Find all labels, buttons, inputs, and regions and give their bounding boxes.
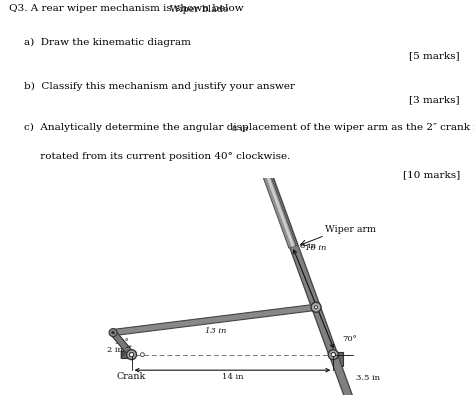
Text: 14 in: 14 in xyxy=(222,372,243,381)
Text: Q3. A rear wiper mechanism is shown below: Q3. A rear wiper mechanism is shown belo… xyxy=(9,4,244,13)
Circle shape xyxy=(311,302,321,312)
Polygon shape xyxy=(121,351,133,358)
Circle shape xyxy=(127,350,137,359)
Text: a)  Draw the kinematic diagram: a) Draw the kinematic diagram xyxy=(24,38,191,47)
Text: Wiper blade: Wiper blade xyxy=(170,5,229,14)
Polygon shape xyxy=(333,352,343,366)
Text: [10 marks]: [10 marks] xyxy=(402,171,460,180)
Text: 50°: 50° xyxy=(114,338,129,346)
Circle shape xyxy=(331,352,336,357)
Polygon shape xyxy=(212,29,295,247)
Text: 13 in: 13 in xyxy=(205,327,227,335)
Text: [3 marks]: [3 marks] xyxy=(409,95,460,104)
Text: 8 in: 8 in xyxy=(232,125,248,134)
Circle shape xyxy=(140,353,145,357)
Polygon shape xyxy=(210,29,296,248)
Text: [5 marks]: [5 marks] xyxy=(409,51,460,60)
Text: 16 in: 16 in xyxy=(305,244,326,252)
Circle shape xyxy=(109,329,117,337)
Polygon shape xyxy=(250,137,337,356)
Text: 70°: 70° xyxy=(343,335,357,343)
Text: 3.5 in: 3.5 in xyxy=(356,374,380,382)
Circle shape xyxy=(315,306,318,309)
Text: rotated from its current position 40° clockwise.: rotated from its current position 40° cl… xyxy=(24,152,290,161)
Circle shape xyxy=(328,350,338,359)
Polygon shape xyxy=(113,304,317,336)
Text: 8 in: 8 in xyxy=(300,242,316,250)
Text: Wiper arm: Wiper arm xyxy=(325,225,376,234)
Text: Crank: Crank xyxy=(117,372,146,381)
Text: 2 in: 2 in xyxy=(107,346,122,354)
Text: b)  Classify this mechanism and justify your answer: b) Classify this mechanism and justify y… xyxy=(24,81,295,91)
Polygon shape xyxy=(110,331,134,357)
Polygon shape xyxy=(211,28,298,248)
Circle shape xyxy=(112,331,114,334)
Circle shape xyxy=(129,352,134,357)
Polygon shape xyxy=(329,353,355,395)
Text: c)  Analytically determine the angular displacement of the wiper arm as the 2″ c: c) Analytically determine the angular di… xyxy=(24,123,474,132)
